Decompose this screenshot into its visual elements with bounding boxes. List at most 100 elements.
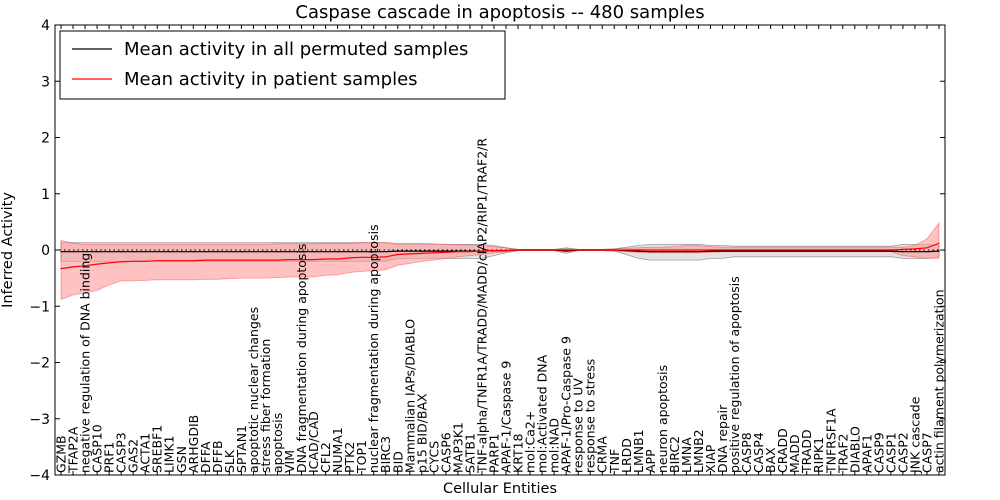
data-point-patient	[601, 249, 603, 251]
legend-box	[59, 30, 506, 100]
data-point-permuted	[300, 251, 303, 253]
data-point-patient	[84, 265, 86, 267]
data-point-patient	[794, 249, 796, 251]
data-point-permuted	[637, 250, 639, 252]
y-tick-label: −4	[29, 468, 50, 484]
data-point-patient	[144, 260, 146, 262]
data-point-patient	[240, 259, 243, 261]
data-point-patient	[854, 249, 856, 251]
data-point-permuted	[156, 251, 158, 253]
data-point-permuted	[890, 250, 892, 252]
legend: Mean activity in all permuted samples Mea…	[59, 30, 506, 100]
data-point-patient	[288, 258, 291, 261]
data-point-permuted	[866, 250, 868, 252]
data-point-patient	[565, 249, 567, 251]
data-point-patient	[72, 266, 74, 268]
data-point-patient	[505, 249, 507, 252]
data-point-patient	[469, 251, 471, 253]
data-point-patient	[782, 249, 784, 251]
data-point-permuted	[337, 251, 339, 253]
data-point-permuted	[84, 251, 86, 253]
data-point-permuted	[144, 251, 146, 253]
x-category-label: PRF1	[102, 442, 117, 473]
data-point-permuted	[770, 250, 772, 252]
x-category-label: mol:Activated DNA	[535, 354, 550, 473]
x-category-label: ARHGDIB	[186, 415, 201, 473]
x-category-label: SATB1	[462, 433, 477, 473]
x-category-label: VIM	[282, 450, 297, 473]
data-point-patient	[770, 249, 772, 251]
data-point-permuted	[794, 250, 796, 252]
data-point-patient	[312, 258, 315, 261]
y-tick-label: 4	[41, 18, 50, 34]
x-category-label: LMNA	[679, 437, 694, 473]
data-point-permuted	[228, 251, 230, 253]
x-category-label: CASP10	[90, 424, 105, 473]
x-category-label: TFAP2A	[66, 426, 81, 474]
data-point-permuted	[120, 251, 122, 253]
data-point-permuted	[288, 251, 291, 253]
data-point-patient	[926, 247, 928, 249]
x-category-label: response to UV	[571, 378, 586, 473]
data-point-patient	[697, 249, 700, 251]
data-point-permuted	[421, 250, 423, 252]
data-point-patient	[914, 248, 916, 250]
x-category-label: APAF-1/Caspase 9	[499, 361, 514, 473]
data-point-patient	[818, 249, 820, 251]
x-category-label: DNA repair	[715, 404, 730, 473]
data-point-patient	[433, 252, 435, 254]
data-point-patient	[373, 256, 375, 258]
legend-label-patient: Mean activity in patient samples	[124, 69, 418, 90]
x-category-label: CASP9	[871, 432, 886, 473]
data-point-patient	[541, 249, 543, 251]
series-band-patient	[60, 221, 940, 301]
x-category-label: BIRC2	[667, 436, 682, 473]
data-point-patient	[325, 258, 327, 260]
data-point-permuted	[192, 251, 194, 253]
x-category-label: PTK2	[342, 442, 357, 473]
data-point-permuted	[349, 251, 351, 253]
y-tick-label: 2	[41, 131, 50, 147]
data-point-permuted	[902, 251, 904, 253]
x-category-label: mol:Ca2+	[523, 411, 538, 473]
x-category-label: negative regulation of DNA binding	[78, 253, 93, 473]
x-category-label: RIPK1	[811, 437, 826, 473]
x-category-label: BAX	[763, 447, 778, 473]
y-tick-label: 0	[41, 243, 50, 259]
x-category-label: CASP4	[751, 432, 766, 473]
series-line-patient	[60, 242, 940, 270]
data-point-patient	[276, 259, 279, 261]
data-point-patient	[890, 249, 892, 251]
data-point-permuted	[240, 251, 243, 253]
data-point-patient	[481, 250, 483, 252]
data-point-patient	[938, 242, 940, 244]
data-point-patient	[192, 260, 194, 262]
data-point-patient	[625, 249, 627, 251]
data-point-patient	[264, 259, 267, 261]
legend-label-permuted: Mean activity in all permuted samples	[124, 39, 468, 60]
data-point-permuted	[373, 251, 375, 253]
data-point-patient	[156, 260, 158, 262]
data-point-permuted	[685, 251, 688, 253]
data-point-permuted	[72, 251, 74, 253]
x-category-label: SREBF1	[150, 425, 165, 473]
x-category-label: CASP2	[895, 432, 910, 473]
data-point-permuted	[745, 250, 748, 252]
data-point-permuted	[757, 250, 760, 252]
x-category-label: XIAP	[703, 444, 718, 473]
x-category-label: JNK cascade	[907, 396, 922, 474]
x-category-label: actin filament polymerization	[932, 289, 947, 473]
x-category-label: SLK	[222, 449, 237, 473]
x-category-label: TOP1	[354, 440, 369, 474]
data-point-patient	[878, 249, 880, 251]
data-point-patient	[445, 251, 447, 253]
x-category-label: response to stress	[583, 359, 598, 473]
x-category-label: CASP1	[883, 432, 898, 473]
data-point-patient	[60, 267, 62, 270]
data-point-patient	[589, 249, 591, 251]
x-category-label: CASP7	[920, 432, 935, 473]
data-point-patient	[96, 263, 98, 265]
data-point-patient	[577, 249, 579, 251]
y-axis-label: Inferred Activity	[0, 192, 16, 308]
